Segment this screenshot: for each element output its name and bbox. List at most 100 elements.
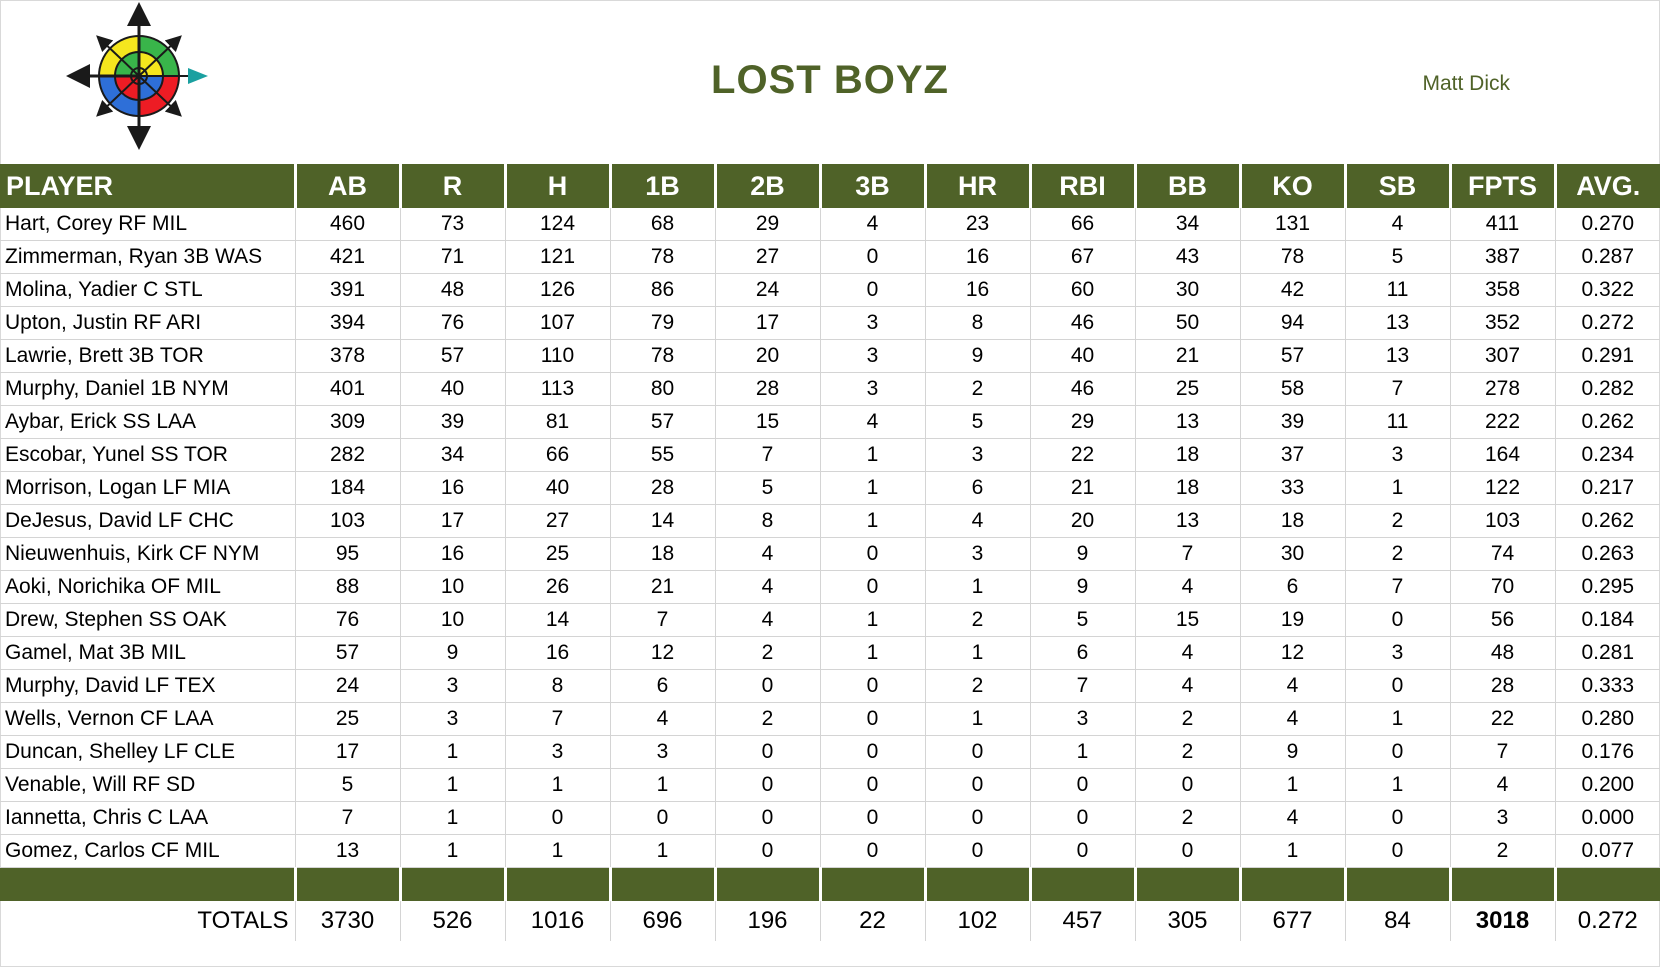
stat-cell: 68 bbox=[609, 208, 715, 241]
stat-cell: 0 bbox=[1344, 735, 1450, 769]
total-cell: 696 bbox=[609, 901, 715, 941]
stat-cell: 43 bbox=[1134, 240, 1240, 274]
total-cell: 0.272 bbox=[1554, 901, 1660, 941]
stat-cell: 394 bbox=[294, 306, 400, 340]
stat-cell: 78 bbox=[609, 240, 715, 274]
stat-cell: 8 bbox=[504, 669, 610, 703]
stat-cell: 3 bbox=[504, 735, 610, 769]
table-row: Venable, Will RF SD 5 1 1 1 0 0 0 0 0 1 1 4 0.200 bbox=[0, 768, 1660, 802]
stat-cell: 7 bbox=[714, 438, 820, 472]
stat-cell: 9 bbox=[1239, 735, 1345, 769]
stat-cell: 4 bbox=[1449, 768, 1555, 802]
stat-cell: 0.184 bbox=[1554, 603, 1660, 637]
stat-cell: 3 bbox=[1449, 801, 1555, 835]
stat-cell: 34 bbox=[1134, 208, 1240, 241]
compass-rose-icon bbox=[66, 2, 208, 150]
stat-cell: 0 bbox=[504, 801, 610, 835]
stat-cell: 421 bbox=[294, 240, 400, 274]
stat-cell: 33 bbox=[1239, 471, 1345, 505]
stat-cell: 3 bbox=[924, 537, 1030, 571]
table-row: Hart, Corey RF MIL 460 73 124 68 29 4 23 66 34 131… bbox=[0, 208, 1660, 241]
stat-cell: 0 bbox=[1029, 801, 1135, 835]
stat-cell: 76 bbox=[294, 603, 400, 637]
stat-cell: 387 bbox=[1449, 240, 1555, 274]
stat-cell: 0 bbox=[819, 702, 925, 736]
player-name-cell: Aybar, Erick SS LAA bbox=[0, 405, 295, 439]
stat-cell: 0 bbox=[924, 735, 1030, 769]
stat-cell: 23 bbox=[924, 208, 1030, 241]
stat-cell: 184 bbox=[294, 471, 400, 505]
stat-cell: 358 bbox=[1449, 273, 1555, 307]
table-header-row: PLAYER AB R H 1B 2B 3B HR RBI BB KO SB F… bbox=[0, 164, 1660, 208]
column-header[interactable]: BB bbox=[1133, 164, 1240, 208]
stat-cell: 66 bbox=[1029, 208, 1135, 241]
column-header[interactable]: RBI bbox=[1028, 164, 1135, 208]
player-name-cell: Murphy, David LF TEX bbox=[0, 669, 295, 703]
player-name-cell: Gomez, Carlos CF MIL bbox=[0, 834, 295, 868]
column-header[interactable]: 3B bbox=[818, 164, 925, 208]
column-header[interactable]: 2B bbox=[713, 164, 820, 208]
stat-cell: 37 bbox=[1239, 438, 1345, 472]
totals-row: TOTALS 3730 526 1016 696 196 22 102 457 … bbox=[0, 901, 1660, 941]
stat-cell: 1 bbox=[924, 702, 1030, 736]
stat-cell: 27 bbox=[714, 240, 820, 274]
stat-cell: 2 bbox=[924, 669, 1030, 703]
stat-cell: 5 bbox=[924, 405, 1030, 439]
stat-cell: 2 bbox=[1134, 801, 1240, 835]
column-header[interactable]: PLAYER bbox=[0, 164, 295, 208]
table-row: Murphy, David LF TEX 24 3 8 6 0 0 2 7 4 4 0 28 0.333 bbox=[0, 669, 1660, 703]
stat-cell: 74 bbox=[1449, 537, 1555, 571]
stat-cell: 0 bbox=[1344, 834, 1450, 868]
stat-cell: 6 bbox=[1029, 636, 1135, 670]
stat-cell: 3 bbox=[924, 438, 1030, 472]
table-row: Murphy, Daniel 1B NYM 401 40 113 80 28 3 2 46 25 5… bbox=[0, 372, 1660, 406]
team-title: LOST BOYZ bbox=[711, 58, 949, 102]
stat-cell: 0 bbox=[819, 669, 925, 703]
column-header[interactable]: HR bbox=[923, 164, 1030, 208]
column-header[interactable]: 1B bbox=[608, 164, 715, 208]
stat-cell: 3 bbox=[399, 702, 505, 736]
stat-cell: 1 bbox=[1344, 471, 1450, 505]
stat-cell: 1 bbox=[504, 834, 610, 868]
stat-cell: 2 bbox=[924, 603, 1030, 637]
column-header[interactable]: H bbox=[503, 164, 610, 208]
stat-cell: 1 bbox=[504, 768, 610, 802]
stat-cell: 20 bbox=[714, 339, 820, 373]
stat-cell: 1 bbox=[609, 768, 715, 802]
stat-cell: 0.322 bbox=[1554, 273, 1660, 307]
column-header[interactable]: R bbox=[398, 164, 505, 208]
stat-cell: 7 bbox=[1344, 372, 1450, 406]
stat-cell: 57 bbox=[294, 636, 400, 670]
column-header[interactable]: KO bbox=[1238, 164, 1345, 208]
player-name-cell: Venable, Will RF SD bbox=[0, 768, 295, 802]
stat-cell: 39 bbox=[399, 405, 505, 439]
stat-cell: 4 bbox=[819, 208, 925, 241]
stat-cell: 24 bbox=[714, 273, 820, 307]
column-header[interactable]: AB bbox=[293, 164, 400, 208]
stat-cell: 1 bbox=[819, 603, 925, 637]
player-name-cell: Wells, Vernon CF LAA bbox=[0, 702, 295, 736]
stat-cell: 7 bbox=[504, 702, 610, 736]
stat-cell: 76 bbox=[399, 306, 505, 340]
table-row: Gamel, Mat 3B MIL 57 9 16 12 2 1 1 6 4 12 3 48 0.281 bbox=[0, 636, 1660, 670]
stat-cell: 5 bbox=[1029, 603, 1135, 637]
stat-cell: 0.295 bbox=[1554, 570, 1660, 604]
stat-cell: 78 bbox=[609, 339, 715, 373]
column-header[interactable]: AVG. bbox=[1553, 164, 1660, 208]
column-header[interactable]: FPTS bbox=[1448, 164, 1555, 208]
stat-cell: 1 bbox=[1239, 768, 1345, 802]
stat-cell: 0.000 bbox=[1554, 801, 1660, 835]
stat-cell: 9 bbox=[1029, 537, 1135, 571]
column-header[interactable]: SB bbox=[1343, 164, 1450, 208]
stat-cell: 0 bbox=[714, 801, 820, 835]
total-cell: 677 bbox=[1239, 901, 1345, 941]
stat-cell: 0 bbox=[924, 768, 1030, 802]
stat-cell: 378 bbox=[294, 339, 400, 373]
table-row: Escobar, Yunel SS TOR 282 34 66 55 7 1 3 22 18 37 3… bbox=[0, 438, 1660, 472]
stat-cell: 0 bbox=[1134, 834, 1240, 868]
stat-cell: 7 bbox=[1449, 735, 1555, 769]
stat-cell: 4 bbox=[1134, 636, 1240, 670]
player-name-cell: Murphy, Daniel 1B NYM bbox=[0, 372, 295, 406]
stat-cell: 17 bbox=[399, 504, 505, 538]
player-name-cell: Escobar, Yunel SS TOR bbox=[0, 438, 295, 472]
